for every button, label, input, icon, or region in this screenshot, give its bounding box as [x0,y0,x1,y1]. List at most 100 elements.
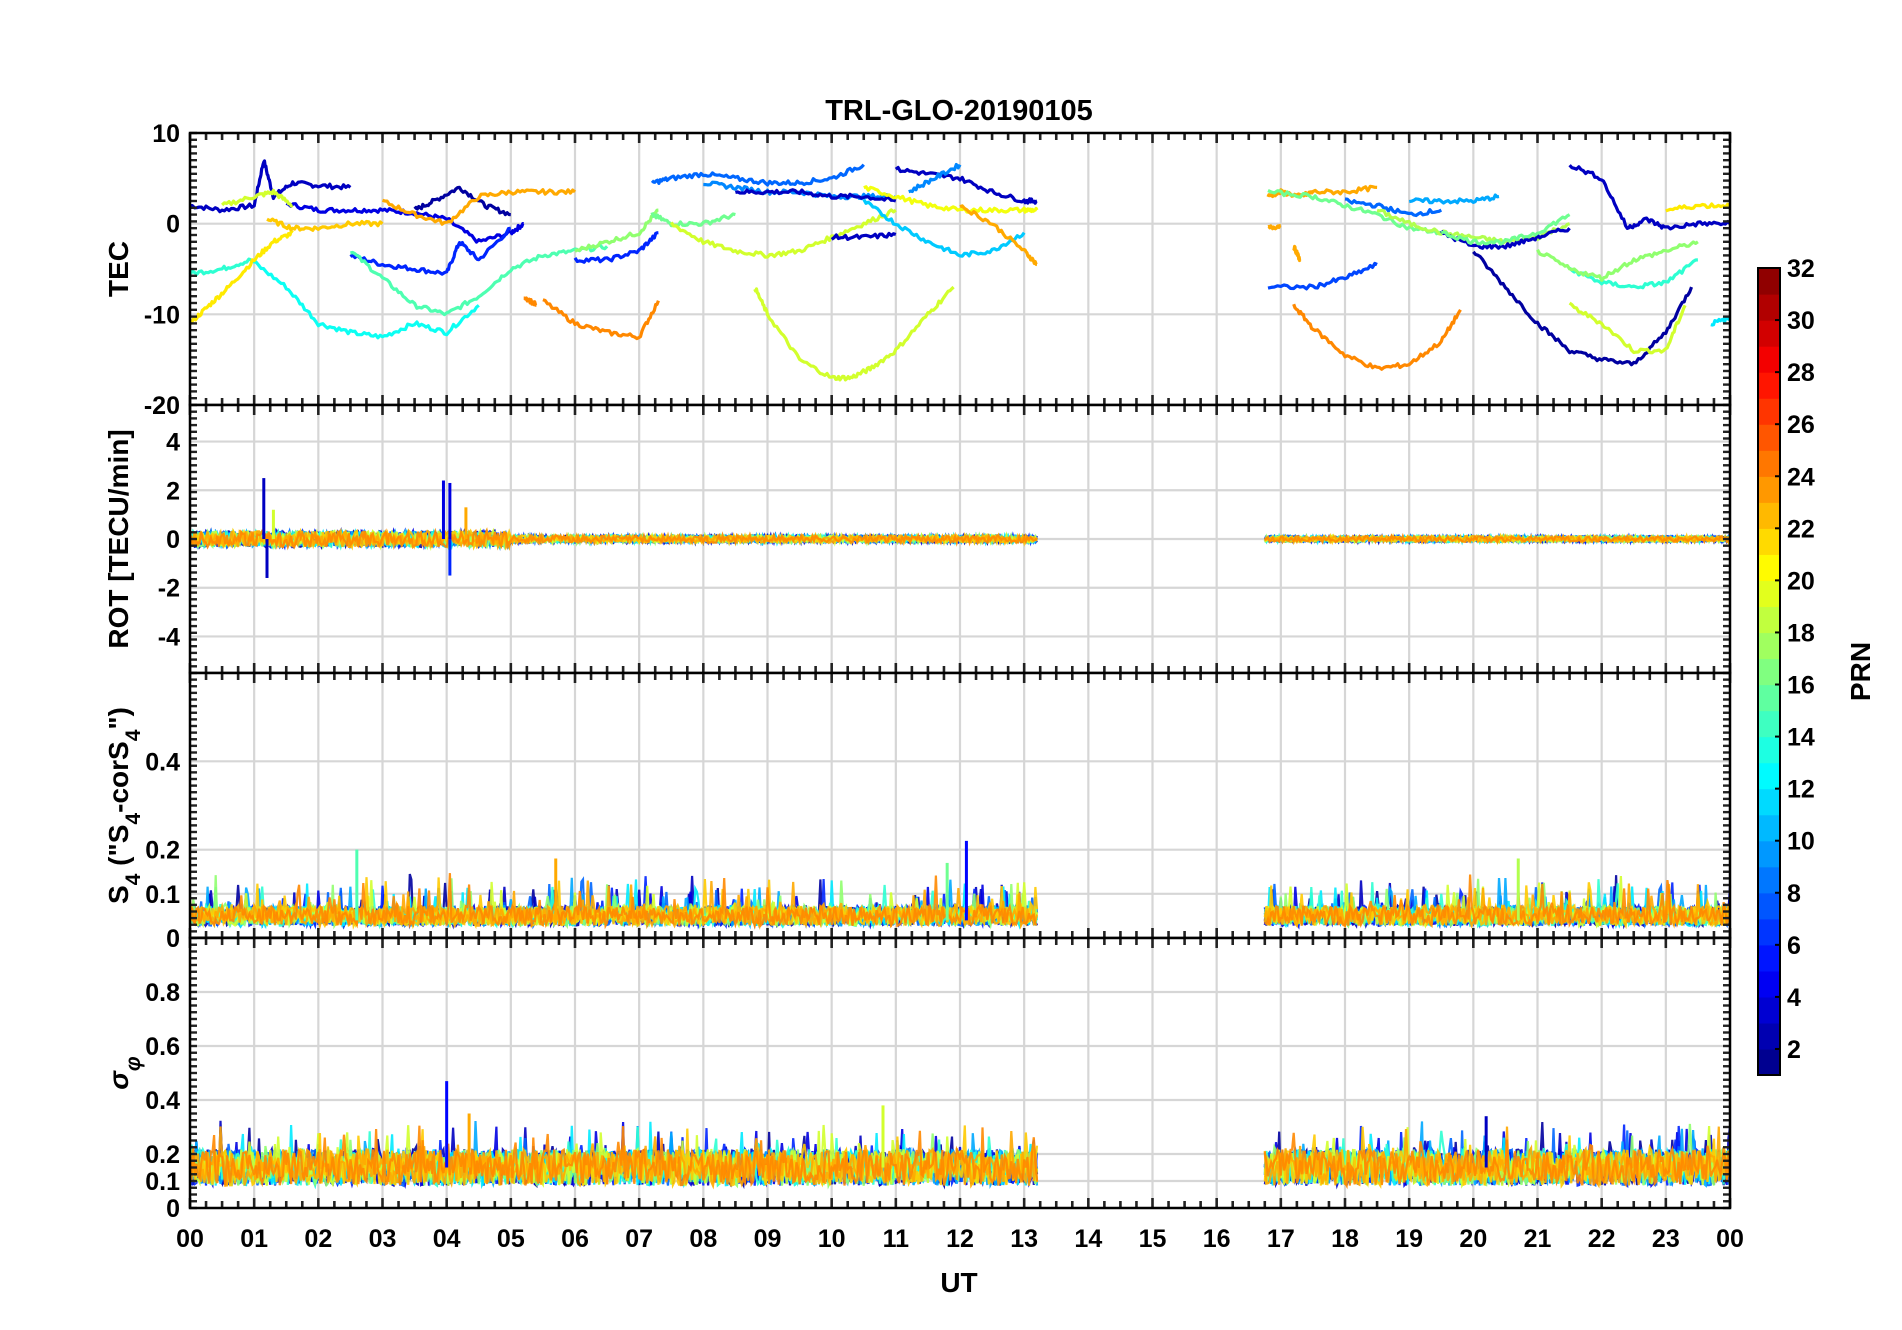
series-line-prn-21 [1665,202,1731,213]
colorbar-swatch [1758,710,1780,738]
series-line-prn-20 [863,185,1039,214]
y-axis-label-part: ") [103,707,134,730]
y-tick-label: 10 [152,120,180,148]
colorbar-swatch [1758,346,1780,373]
panel-frame [188,936,1732,1210]
colorbar-tick-label: 20 [1787,567,1815,595]
y-tick-label: 0.2 [145,837,180,865]
x-tick-label: 16 [1203,1225,1231,1253]
series-line-prn-3 [830,231,897,241]
x-tick-label: 07 [625,1225,653,1253]
series-line-prn-3 [190,159,352,214]
y-tick-label: 0 [166,211,180,239]
series-line-prn-3 [734,188,897,203]
series-line-prn-9 [908,162,962,194]
y-axis-label-part: ("S [103,825,134,874]
y-tick-label: 0.2 [145,1141,180,1169]
colorbar-tick-label: 32 [1787,255,1815,283]
x-tick-label: 14 [1074,1225,1102,1253]
colorbar-tick-label: 26 [1787,411,1815,439]
series-group [188,478,1732,578]
colorbar-tick-label: 8 [1787,880,1801,908]
colorbar-swatch [1758,372,1780,399]
series-line-prn-10 [1408,193,1500,205]
series-line-prn-8 [1344,197,1443,218]
y-tick-label: -10 [144,301,180,329]
x-tick-label: 03 [369,1225,397,1253]
y-axis-label-part: σ [103,1070,134,1090]
series-line-prn-3 [894,165,1038,205]
y-axis-label-subscript: 4 [122,873,145,885]
colorbar-swatch [1758,528,1780,555]
colorbar-swatch [1758,684,1780,712]
colorbar-swatch [1758,840,1780,868]
colorbar-swatch [1758,970,1780,998]
x-tick-label: 06 [561,1225,589,1253]
y-axis-label: S4 ("S4-corS4") [103,707,145,904]
colorbar-swatch [1758,814,1780,842]
series-line-prn-15 [350,243,609,317]
series-group [188,1081,1732,1190]
x-tick-label: 00 [1716,1225,1744,1253]
colorbar-swatch [1758,1048,1780,1076]
series-trace-prn-24 [1264,874,1732,929]
x-tick-label: 22 [1588,1225,1616,1253]
series-line-prn-19 [221,188,294,208]
series-line-prn-24 [542,298,660,341]
y-axis-label-part: S [103,885,134,904]
colorbar-swatch [1758,632,1780,660]
colorbar-swatch [1758,320,1780,347]
x-tick-label: 13 [1010,1225,1038,1253]
y-tick-label: 0.4 [145,1087,180,1115]
y-tick-label: 0 [166,925,180,953]
series-line-prn-3 [1440,227,1571,250]
colorbar-swatch [1758,866,1780,894]
colorbar-swatch [1758,918,1780,946]
y-axis-label-part: -corS [103,741,134,813]
colorbar-tick-label: 10 [1787,828,1815,856]
series-line-prn-7 [1267,261,1378,291]
colorbar-swatch [1758,502,1780,529]
y-tick-label: -20 [144,392,180,420]
y-axis-label: ROT [TECU/min] [103,429,134,648]
panel-rot: 4 2 0 -2 -4 ROT [TECU/min] [103,403,1732,675]
colorbar-swatch [1758,1022,1780,1050]
colorbar-swatch [1758,658,1780,686]
series-line-prn-6 [349,226,512,276]
x-tick-label: 04 [433,1225,461,1253]
colorbar-frame [1757,267,1781,1076]
x-tick-label: 08 [689,1225,717,1253]
y-tick-label: 0.1 [145,881,180,909]
series-trace-prn-23 [1263,532,1731,546]
colorbar-tick-label: 16 [1787,672,1815,700]
series-trace-prn-24 [188,527,1038,551]
x-tick-label: 21 [1524,1225,1552,1253]
x-tick-label: 20 [1459,1225,1487,1253]
colorbar-tick-label: 12 [1787,776,1815,804]
series-line-prn-8 [650,163,865,187]
y-tick-label: -2 [158,575,180,603]
colorbar-swatch [1758,944,1780,972]
colorbar-swatch [1758,294,1780,321]
series-line-prn-19 [1568,301,1687,355]
series-line-prn-2 [413,185,511,217]
y-tick-label: 0 [166,526,180,554]
colorbar-tick-label: 6 [1787,932,1801,960]
y-axis-label-subscript: 4 [122,813,145,825]
colorbar-swatch [1758,476,1780,503]
x-tick-label: 15 [1139,1225,1167,1253]
colorbar-tick-label: 28 [1787,359,1815,387]
y-axis-label-subscript: 4 [122,729,145,741]
x-tick-label: 18 [1331,1225,1359,1253]
series-line-prn-23 [1292,244,1302,263]
colorbar-swatch [1758,892,1780,920]
x-axis-label: UT [940,1267,977,1298]
colorbar-swatch [1758,788,1780,816]
y-tick-label: 2 [166,477,180,505]
series-line-prn-16 [650,211,736,228]
y-tick-label: 0.1 [145,1168,180,1196]
colorbar-swatch [1758,268,1780,295]
colorbar-tick-label: 18 [1787,619,1815,647]
